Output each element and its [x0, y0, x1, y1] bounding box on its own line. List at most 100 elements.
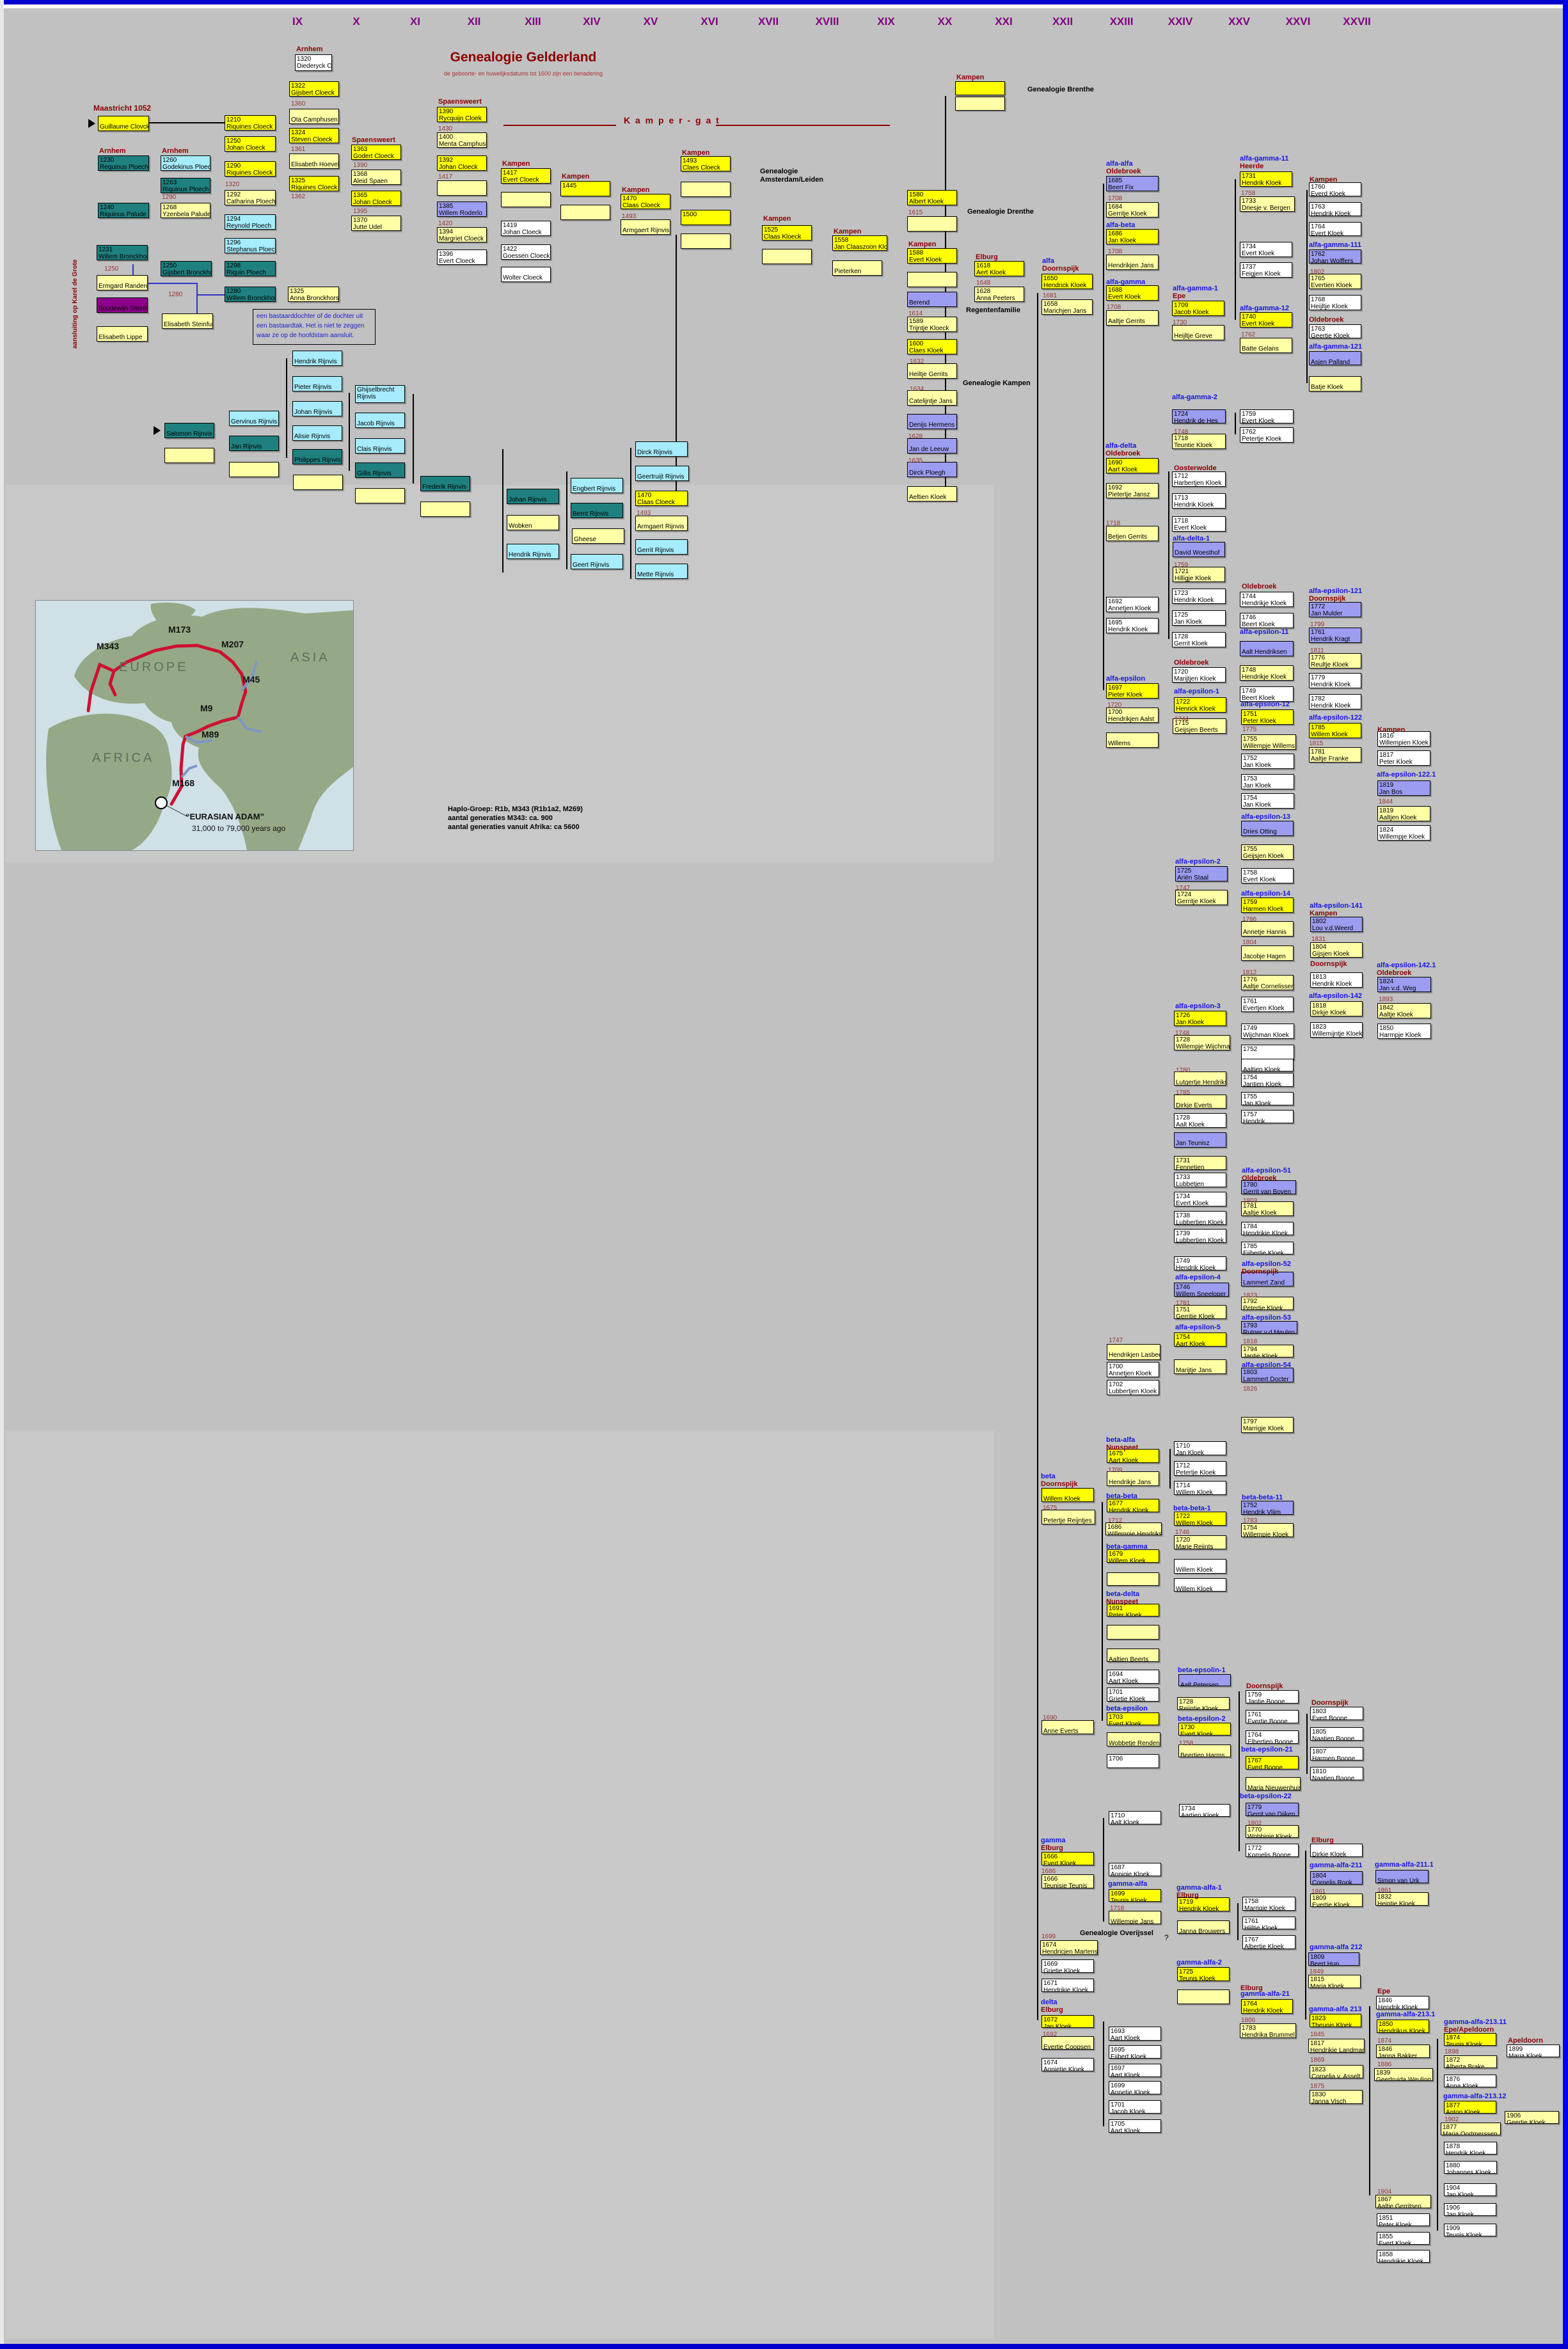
branch-header: alfa-epsilon-51 Oldebroek: [1242, 1167, 1292, 1182]
person-box: [681, 182, 731, 197]
person-box: Elisabeth Steinfurt: [162, 313, 213, 329]
person-box: [501, 192, 551, 207]
place-label: Kampen: [562, 173, 590, 180]
place-label: Epe: [1377, 1988, 1391, 1995]
connector-line: [1305, 1851, 1306, 2020]
person-box: 1748 Hendrikje Kloek: [1240, 665, 1294, 681]
person-box: 1779 Hendrik Kloek: [1309, 673, 1361, 688]
person-box: Boudewijn Steinfurt: [97, 297, 148, 313]
connector-line: [198, 294, 225, 296]
person-box: 1701 Grietje Kloek: [1107, 1688, 1159, 1702]
person-box: 1709 Jacob Kloek: [1172, 301, 1224, 316]
connector-line: [349, 393, 350, 471]
marriage-year: 1815: [1309, 740, 1324, 747]
marriage-year: 1718: [1106, 520, 1121, 527]
map-marker-m9: M9: [200, 703, 213, 713]
branch-header: gamma-alfa: [1108, 1880, 1148, 1888]
person-box: Aeltien Kloek: [907, 486, 957, 502]
marriage-year: 1893: [1379, 996, 1393, 1003]
person-box: 1422 Goessen Cloeck: [501, 244, 551, 260]
branch-header: alfa-delta Oldebroek: [1105, 442, 1141, 457]
person-box: Aaltjen Beerts: [1107, 1649, 1159, 1662]
person-box: 1686 Willempje Hendriks: [1105, 1522, 1162, 1535]
person-box: 1734 Evert Kloek: [1240, 242, 1292, 257]
person-box: 1730 Evert Kloek: [1178, 1723, 1231, 1736]
person-box: 1692 Pietertje Jansz: [1106, 483, 1159, 498]
person-box: 1268 Yzenbela Palude: [161, 203, 210, 218]
marriage-year: 1783: [1243, 1517, 1258, 1524]
person-box: Hendrikjen Lasbeek: [1107, 1344, 1160, 1360]
person-box: Willempje Jans: [1109, 1911, 1161, 1924]
person-box: 1210 Riquines Cloeck: [225, 115, 276, 130]
person-box: 1754 Aart Kloek: [1174, 1333, 1226, 1347]
connector-line: [149, 122, 225, 123]
marriage-year: 1818: [1243, 1338, 1258, 1345]
generation-numeral: XVI: [701, 15, 718, 28]
person-box: 1807 Harmen Boone: [1310, 1747, 1363, 1760]
person-box: Anne Everts: [1041, 1720, 1094, 1734]
person-box: 1580 Albert Kloek: [907, 190, 957, 205]
person-box: 1722 Willem Kloek: [1174, 1512, 1226, 1526]
map-adam-pointer: [163, 803, 189, 818]
person-box: 1824 Willempje Kloek: [1377, 825, 1430, 841]
person-box: 1697 Pieter Kloek: [1106, 683, 1159, 699]
branch-header: gamma-alfa-213.12: [1443, 2092, 1507, 2100]
marriage-year: 1748: [1175, 1030, 1190, 1037]
person-box: [229, 462, 279, 477]
marriage-year: 1780: [1176, 1067, 1191, 1074]
marriage-year: 1861: [1377, 1887, 1392, 1894]
person-box: Berend: [907, 292, 957, 307]
marriage-year: 1904: [1377, 2188, 1392, 2195]
person-box: 1755 Willempje Willems: [1241, 734, 1296, 750]
place-label: Oosterwolde: [1174, 464, 1217, 472]
person-box: 1470 Claas Cloeck: [621, 194, 670, 209]
person-box: 1701 Jacob Kloek: [1109, 2100, 1161, 2114]
person-box: 1719 Hendrik Kloek: [1177, 1897, 1230, 1911]
haplo-group-text: Haplo-Groep: R1b, M343 (R1b1a2, M269) aa…: [448, 805, 583, 832]
person-box: 1687 Annigje Kloek: [1109, 1863, 1161, 1876]
generation-numeral: XVII: [757, 15, 779, 28]
person-box: Willem Kloek: [1174, 1559, 1226, 1574]
branch-header: beta-delta Nunspeet: [1106, 1590, 1139, 1606]
connector-line: [566, 471, 567, 569]
person-box: [420, 502, 470, 517]
person-box: 1767 Albertje Kloek: [1242, 1935, 1295, 1949]
person-box: 1815 Maria Kloek: [1308, 1975, 1361, 1988]
haplo-line: aantal generaties M343: ca. 900: [448, 814, 553, 822]
branch-header: gamma Elburg: [1041, 1837, 1066, 1852]
maastricht-label: Maastricht 1052: [93, 104, 152, 113]
branch-header: alfa-epsilon-13: [1241, 813, 1291, 821]
person-box: 1763 Geertje Kloek: [1309, 324, 1361, 338]
person-box: 1832 Heintje Kloek: [1375, 1892, 1429, 1906]
person-box: 1250 Johan Cloeck: [225, 136, 276, 152]
person-box: Jan Teunisz: [1174, 1132, 1226, 1148]
place-label: Apeldoorn: [1508, 2037, 1543, 2044]
person-box: Batte Gelans: [1240, 338, 1292, 353]
person-box: Clais Rijnvis: [355, 438, 405, 454]
person-box: Alisie Rijnvis: [292, 425, 342, 441]
person-box: Aalt Petersen: [1178, 1674, 1231, 1686]
connector-line: [1369, 2006, 1370, 2195]
person-box: Asjen Palland: [1309, 351, 1361, 365]
connector-line: [716, 125, 890, 126]
person-box: Jacobje Hagen: [1241, 945, 1294, 961]
person-box: 1781 Aaltje Franke: [1309, 747, 1361, 763]
annotation-label: Genealogie Drenthe: [967, 208, 1034, 216]
person-box: 1810 Naatjen Boone: [1310, 1767, 1363, 1780]
person-box: 1759 Jantje Boone: [1246, 1690, 1299, 1704]
person-box: 1764 Evert Kloek: [1309, 222, 1361, 236]
person-box: 1718 Evert Kloek: [1172, 516, 1226, 532]
person-box: Ermgard Randerode: [97, 275, 148, 290]
person-box: 1731 Hendrik Kloek: [1240, 171, 1292, 187]
person-box: [1107, 1625, 1159, 1640]
connector-line: [134, 283, 198, 284]
person-box: 1628 Anna Peeters: [974, 287, 1024, 302]
marriage-year: 1786: [1242, 916, 1257, 923]
marriage-year: 1709: [1108, 1467, 1123, 1474]
branch-header: gamma-alfa-213.11 Epe/Apeldoorn: [1444, 2018, 1507, 2034]
person-box: 1470 Claas Cloeck: [635, 491, 688, 506]
person-box: Marijtje Jans: [1174, 1359, 1226, 1374]
place-label: Oldebroek: [1174, 659, 1209, 667]
